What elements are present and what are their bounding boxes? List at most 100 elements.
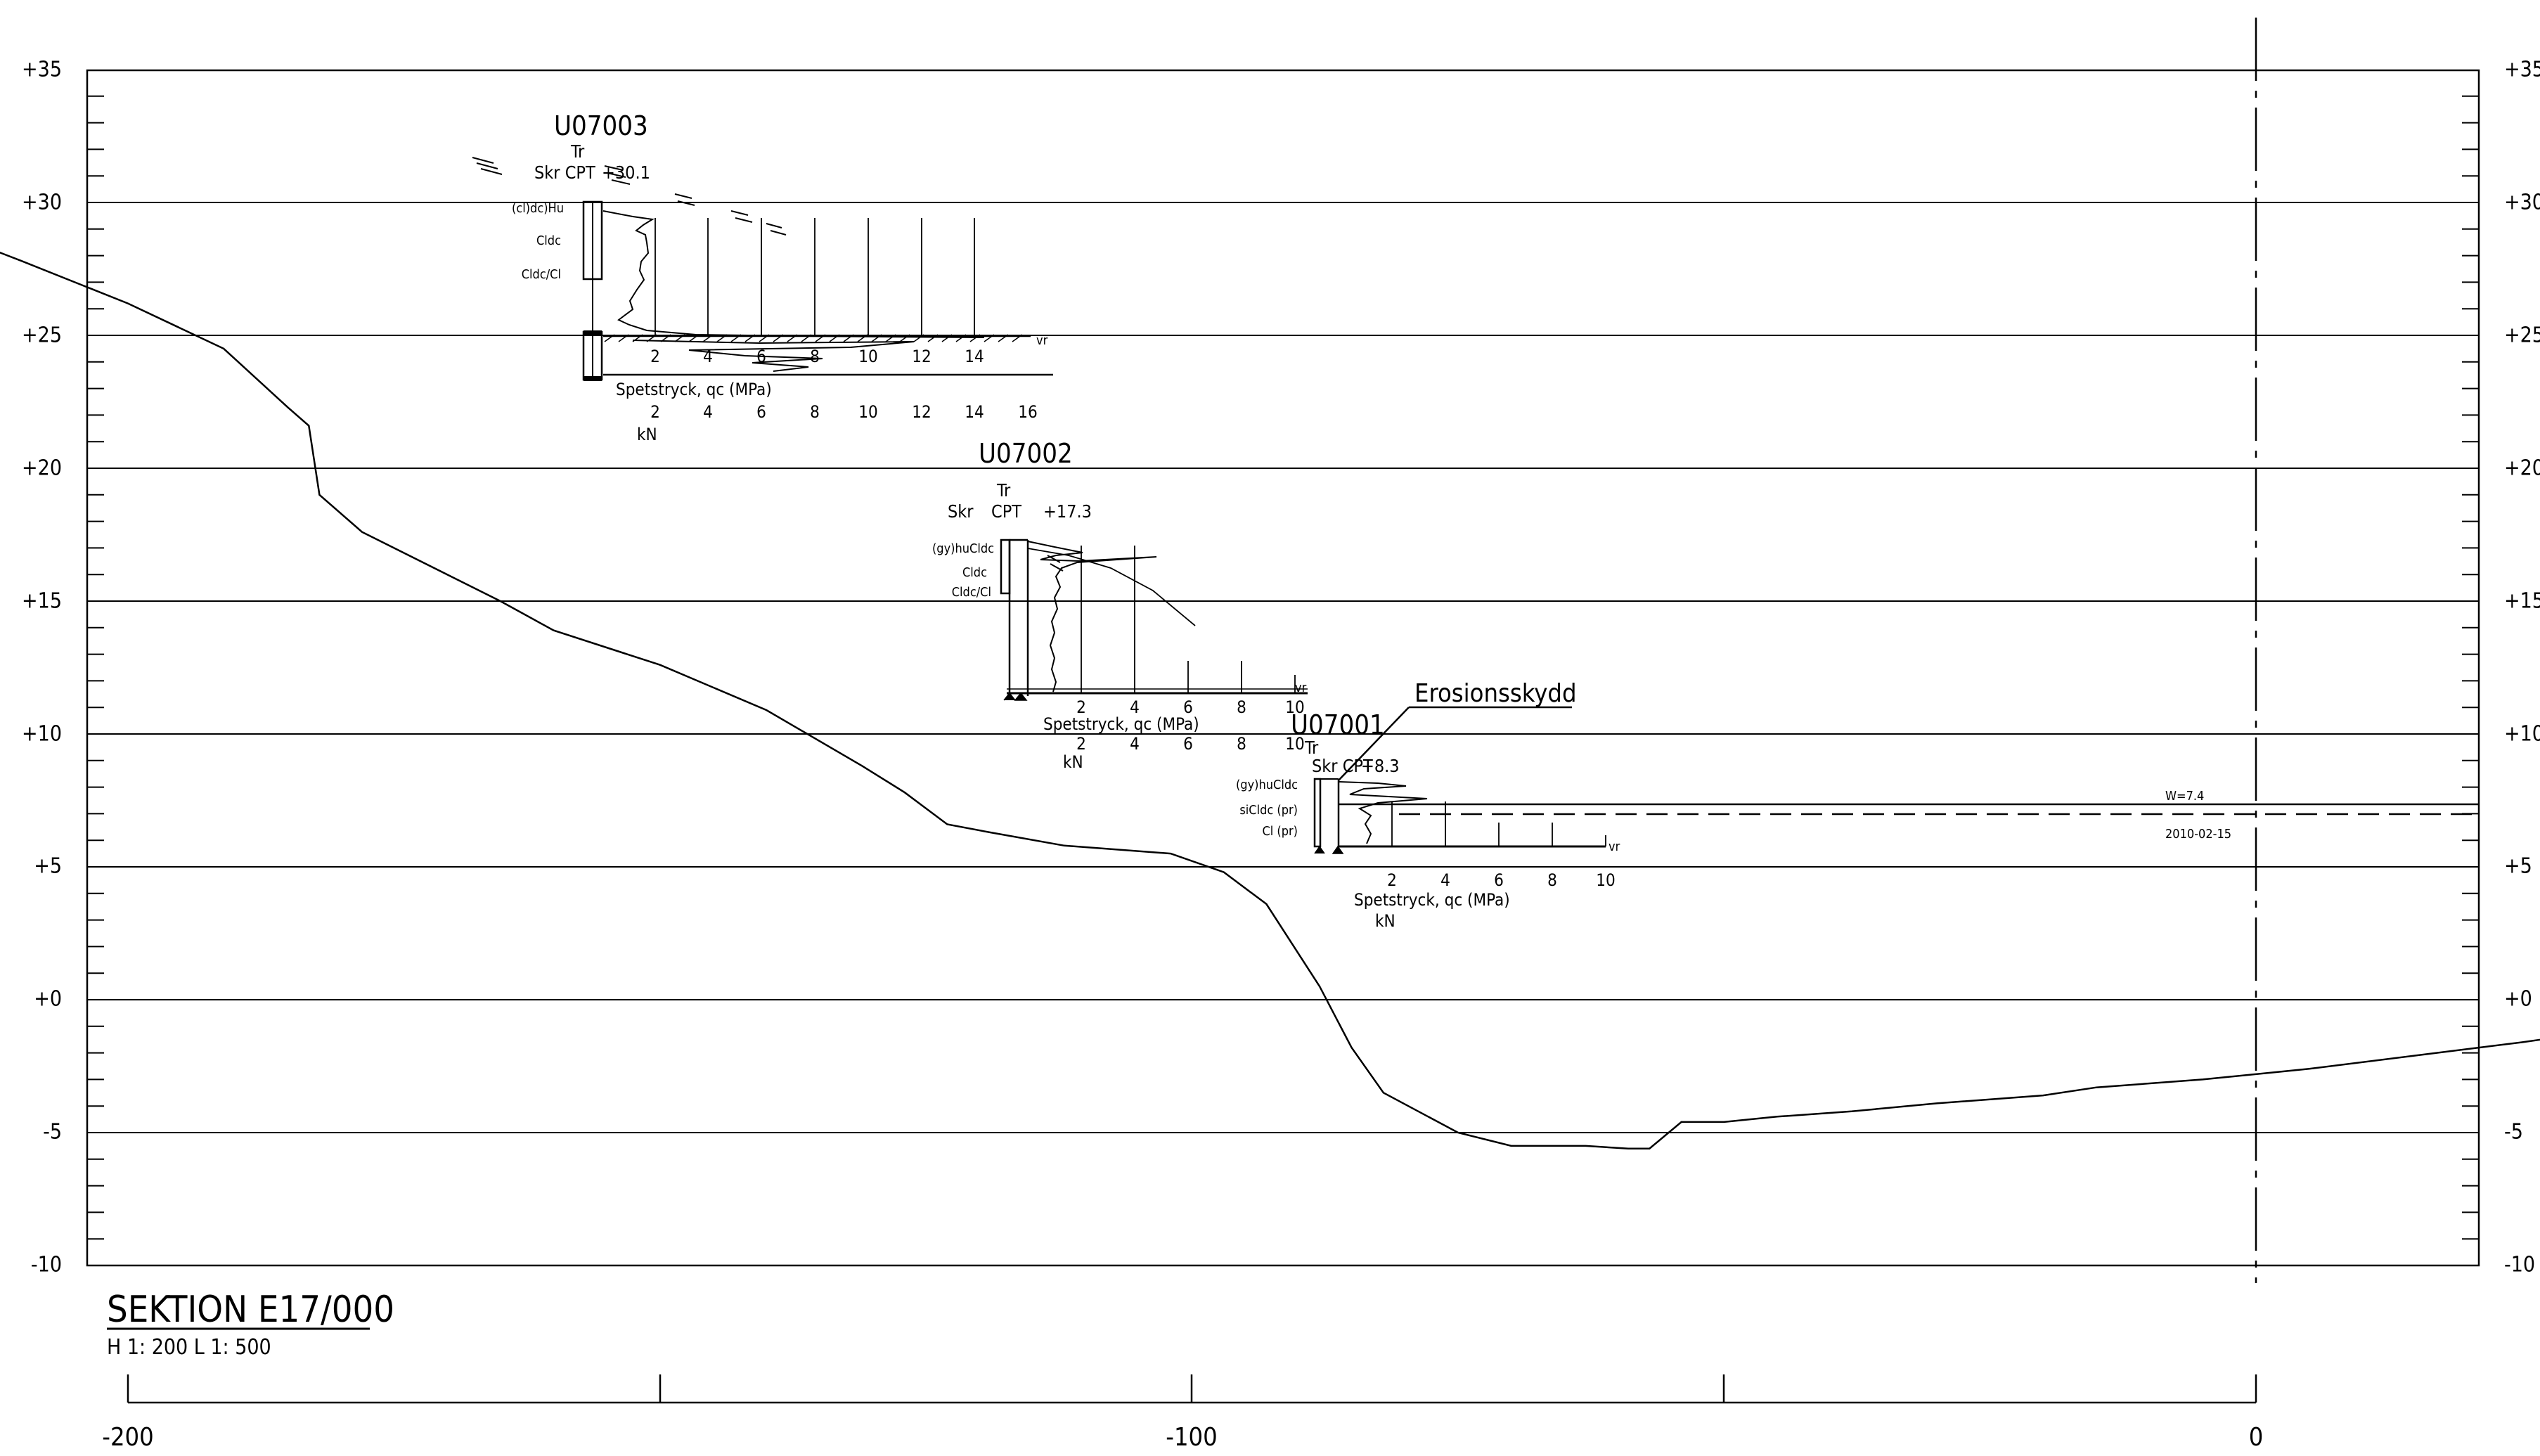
scale-tick-label: 12 [912,347,931,366]
elev-label-right: +10 [2504,722,2540,747]
elev-label-left: +10 [22,722,62,747]
borehole-elevation: +8.3 [1361,756,1400,776]
scale-gridlines [1081,546,1296,693]
scale-tick-label: 4 [1440,870,1450,890]
scale-tick-label: 8 [810,347,820,366]
scale-tick-label: 6 [1494,870,1504,890]
elevation-grid [87,202,2479,1133]
stop-symbol [1314,845,1344,854]
ground-hatching [472,157,1064,572]
scale-tick-label: 4 [1130,697,1140,717]
borehole-method: Tr [570,141,585,162]
scale-text: H 1: 200 L 1: 500 [107,1335,271,1360]
stop-symbol [1003,692,1028,701]
scale-tick-label: 2 [1387,870,1397,890]
borehole-elevation: +17.3 [1043,501,1092,522]
title-block: SEKTION E17/000 H 1: 200 L 1: 500 [107,1289,394,1360]
scale-tick-label: 10 [1596,870,1615,890]
scale-tick-label: 4 [1130,734,1140,754]
chainage-axis: -200 -100 0 [102,1374,2263,1452]
borehole-method: Skr [948,501,974,522]
cpt-friction-trace [1027,548,1196,626]
soil-column [1000,539,1011,595]
scale-gridlines [655,218,975,336]
scale-tick-label: 6 [756,347,766,366]
scale-tick-label: 10 [858,347,877,366]
cpt-trace [1338,781,1428,844]
scale-tick-label: 4 [703,402,713,422]
scale-tick-label: 8 [1547,870,1557,890]
scale-tick-label: 14 [965,402,984,422]
elev-label-left: +25 [22,323,62,348]
soil-column [1313,778,1322,848]
scale-tick-label: 6 [1183,734,1193,754]
stop-marker [584,376,602,381]
borehole-id: U07003 [554,110,648,141]
vr-label: vr [1036,333,1048,348]
callout-label: Erosionsskydd [1414,679,1577,708]
elev-label-right: +25 [2504,323,2540,348]
terrain-profile-line [0,252,2540,1149]
soil-layer-label: Cldc/Cl [952,585,991,600]
left-elevation-labels: +35 +30 +25 +20 +15 +10 +5 +0 -5 -10 [22,58,62,1277]
borehole-method: Tr [1304,737,1319,758]
elev-label-left: +35 [22,58,62,82]
soil-layer-label: Cl (pr) [1262,824,1298,839]
scale-tick-label: 8 [1237,697,1246,717]
unit-label: kN [637,425,657,444]
elev-label-right: -5 [2504,1120,2523,1145]
vr-label: vr [1295,681,1307,695]
scale-tick-label: 16 [1018,402,1037,422]
scale-tick-label: 4 [703,347,713,366]
erosion-protection-callout: Erosionsskydd [1338,679,1577,781]
borehole-u07003: U07003 Tr Skr CPT +30.1 (cl)dc)Hu Cldc C… [512,110,1053,444]
scale-tick-label: 10 [1285,734,1304,754]
unit-label: kN [1375,911,1395,931]
chainage-ticks [127,1374,2257,1403]
borehole-id: U07001 [1291,709,1385,740]
axis-title: Spetstryck, qc (MPa) [616,380,772,399]
scale-tick-label: 12 [912,402,931,422]
soil-layer-label: Cldc/Cl [522,267,561,282]
scale-tick-label: 6 [756,402,766,422]
borehole-method: Skr CPT [1312,756,1373,776]
water-level-label: W=7.4 [2165,789,2204,804]
elev-label-left: -10 [31,1253,62,1277]
borehole-id: U07002 [979,438,1073,469]
section-title: SEKTION E17/000 [107,1289,394,1331]
scale-tick-label: 2 [1076,734,1086,754]
scale-tick-label: 2 [650,347,660,366]
callout-leader [1338,707,1410,781]
elev-label-left: +0 [34,987,62,1012]
elev-label-right: +5 [2504,854,2532,879]
soil-layer-label: siCldc (pr) [1239,803,1298,818]
axis-title: Spetstryck, qc (MPa) [1043,714,1199,734]
chainage-label: -100 [1166,1423,1218,1452]
unit-label: kN [1063,752,1083,772]
borehole-method: Tr [996,480,1011,501]
scale-gridlines [1391,801,1606,846]
elev-label-right: +35 [2504,58,2540,82]
stop-marker [584,330,602,336]
chainage-label: 0 [2249,1423,2264,1452]
water-level-date: 2010-02-15 [2165,827,2231,842]
borehole-method: CPT [991,501,1021,522]
elev-label-left: +15 [22,589,62,614]
soil-layer-label: Cldc [536,233,561,248]
scale-tick-label: 10 [858,402,877,422]
elev-label-right: +20 [2504,456,2540,481]
borehole-method: Skr CPT [534,162,595,183]
elev-label-right: +15 [2504,589,2540,614]
cpt-trace-spike [632,340,915,372]
soil-layer-label: Cldc [962,565,987,580]
frame-ticks [87,95,2479,1240]
section-frame [86,69,2480,1267]
right-elevation-labels: +35 +30 +25 +20 +15 +10 +5 +0 -5 -10 [2504,58,2540,1277]
borehole-u07002: U07002 Tr Skr CPT +17.3 (gy)huCldc Cldc … [932,438,1308,772]
chainage-label: -200 [102,1423,154,1452]
borehole-elevation: +30.1 [602,162,650,183]
elev-label-right: +30 [2504,191,2540,215]
elev-label-left: +20 [22,456,62,481]
soil-layer-label: (cl)dc)Hu [512,201,564,216]
